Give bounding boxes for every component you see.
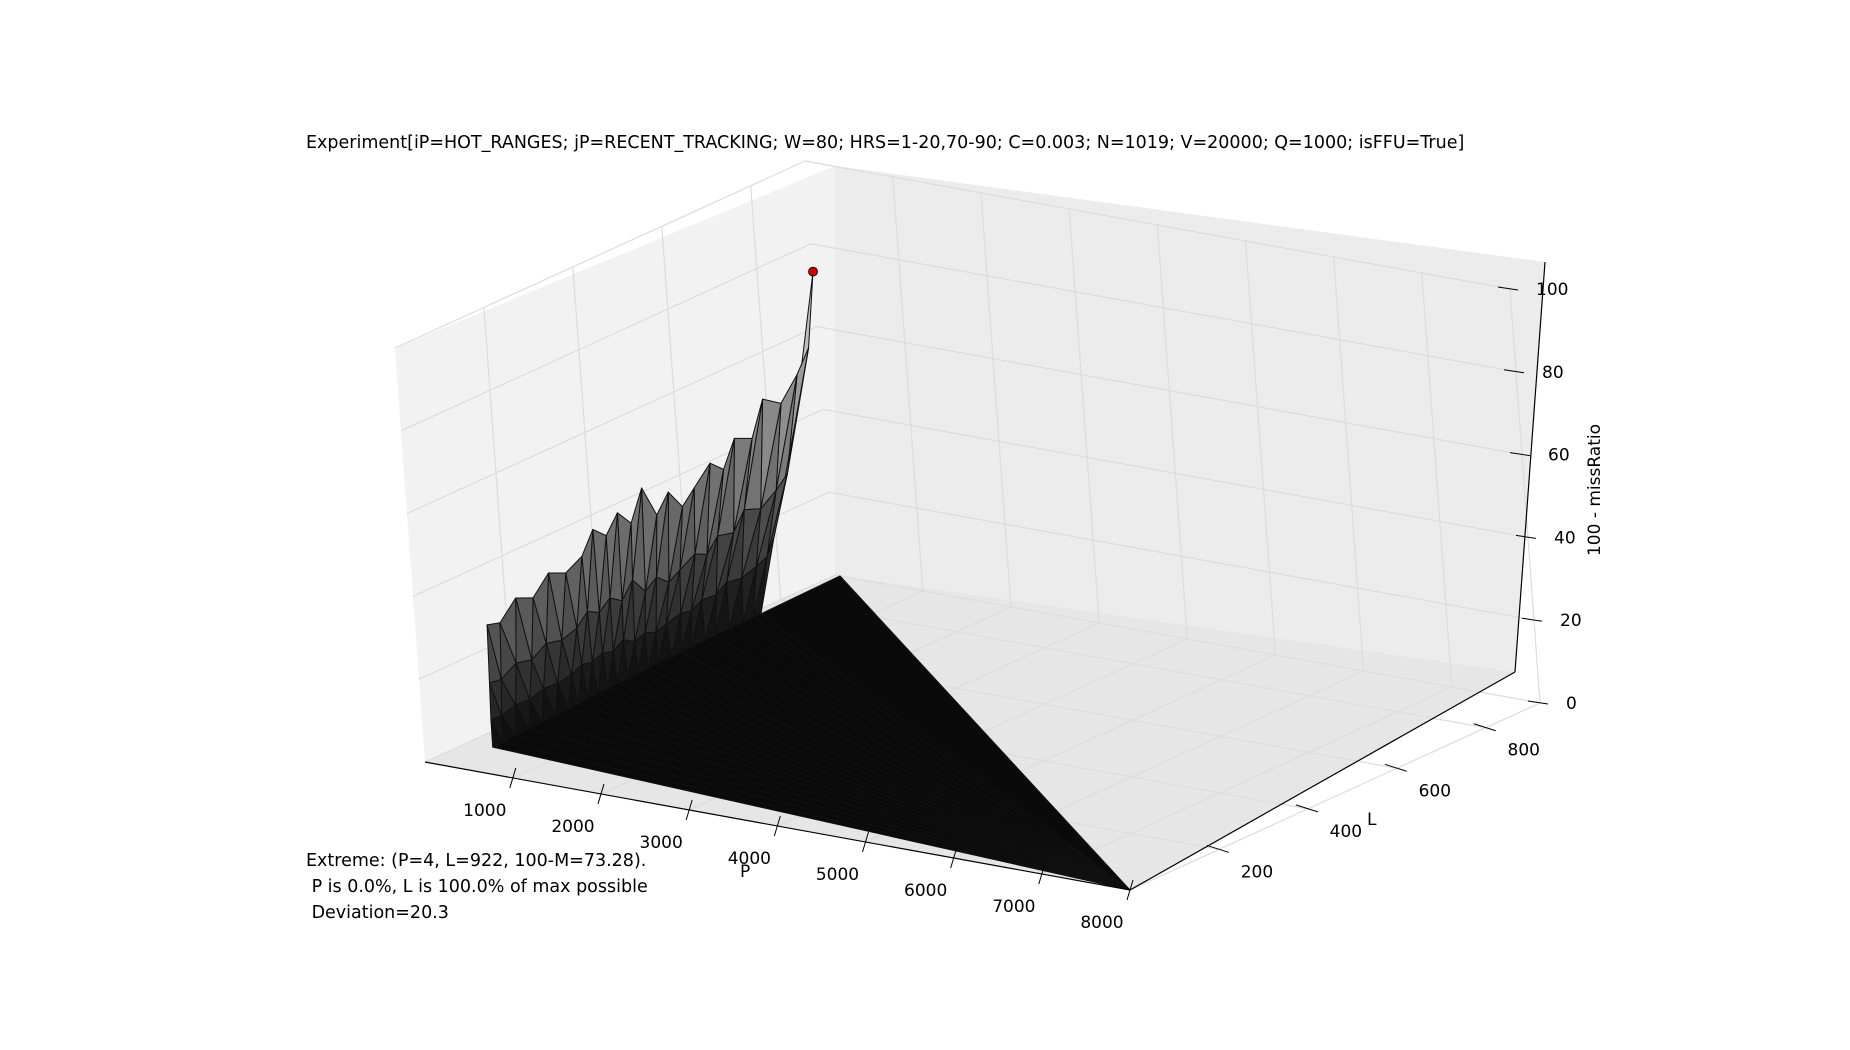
grid-line-back-x bbox=[980, 192, 1012, 607]
grid-line-back-z bbox=[810, 243, 1517, 373]
x-tick-label: 4000 bbox=[728, 849, 771, 869]
x-tick-mark bbox=[509, 767, 517, 789]
z-tick-mark bbox=[1503, 369, 1525, 374]
grid-line-back-z bbox=[804, 160, 1511, 290]
extreme-point-marker bbox=[808, 266, 818, 277]
annotation-line-1: Extreme: (P=4, L=922, 100-M=73.28). bbox=[306, 851, 647, 871]
chart-title: Experiment[iP=HOT_RANGES; jP=RECENT_TRAC… bbox=[306, 133, 1464, 153]
pane-back-right bbox=[835, 166, 1545, 672]
z-tick-mark bbox=[1527, 700, 1549, 705]
z-tick-label: 0 bbox=[1566, 694, 1577, 714]
x-tick-label: 1000 bbox=[463, 801, 506, 821]
grid-line-back-x bbox=[1333, 256, 1365, 672]
z-tick-mark bbox=[1509, 452, 1531, 457]
grid-line-back-x bbox=[1156, 224, 1188, 640]
grid-line-back-z bbox=[822, 408, 1529, 538]
grid-line-back-z bbox=[816, 326, 1523, 456]
surface-facet bbox=[488, 682, 503, 721]
grid-line-back-x bbox=[1068, 208, 1100, 624]
grid-line-back-z bbox=[828, 491, 1535, 621]
x-tick-label: 2000 bbox=[551, 817, 594, 837]
x-tick-mark bbox=[1126, 879, 1134, 901]
y-tick-mark bbox=[1473, 723, 1496, 732]
surface-plot bbox=[486, 271, 1131, 891]
z-tick-label: 40 bbox=[1554, 528, 1576, 548]
grid-line-side-z bbox=[406, 326, 818, 515]
x-tick-mark bbox=[685, 799, 693, 821]
x-tick-mark bbox=[597, 783, 605, 805]
grid-line-back-x bbox=[1244, 240, 1277, 656]
y-tick-mark bbox=[1206, 844, 1230, 853]
x-axis-label: P bbox=[740, 862, 750, 882]
z-tick-mark bbox=[1497, 286, 1519, 291]
y-tick-mark bbox=[1384, 763, 1407, 772]
x-tick-mark bbox=[950, 847, 958, 869]
grid-line-side-z bbox=[400, 243, 812, 432]
y-axis-label: L bbox=[1367, 810, 1377, 830]
grid-line-side-z bbox=[394, 160, 806, 349]
x-tick-mark bbox=[862, 831, 869, 853]
x-tick-label: 6000 bbox=[904, 881, 947, 901]
y-axis-line bbox=[1129, 671, 1516, 891]
annotation-line-2: P is 0.0%, L is 100.0% of max possible bbox=[306, 877, 648, 897]
grid-line-floor-x bbox=[1041, 686, 1453, 875]
x-tick-label: 3000 bbox=[640, 833, 683, 853]
surface-facet bbox=[486, 624, 502, 684]
y-tick-label: 600 bbox=[1419, 781, 1451, 801]
grid-line-back-x bbox=[1421, 272, 1453, 688]
z-tick-label: 20 bbox=[1560, 611, 1582, 631]
z-tick-label: 100 bbox=[1536, 280, 1568, 300]
grid-line-back-x bbox=[892, 176, 924, 591]
grid-line-back-x bbox=[1509, 288, 1541, 704]
grid-line-floor-y bbox=[780, 599, 1486, 729]
z-tick-mark bbox=[1515, 534, 1537, 539]
annotation-line-3: Deviation=20.3 bbox=[306, 903, 449, 923]
x-tick-label: 5000 bbox=[816, 865, 859, 885]
axis-ticks: 1000200030004000500060007000800020040060… bbox=[463, 280, 1581, 933]
y-tick-label: 400 bbox=[1330, 822, 1362, 842]
y-tick-label: 800 bbox=[1508, 741, 1540, 761]
grid-line-floor-x bbox=[1129, 702, 1541, 891]
z-axis-label: 100 - missRatio bbox=[1585, 424, 1605, 556]
surface-facet bbox=[492, 741, 1131, 891]
x-tick-mark bbox=[1038, 863, 1046, 885]
z-tick-mark bbox=[1521, 617, 1543, 622]
grid-line-back-z bbox=[834, 574, 1541, 704]
y-tick-label: 200 bbox=[1241, 862, 1273, 882]
y-tick-mark bbox=[1295, 804, 1319, 813]
x-tick-label: 8000 bbox=[1080, 913, 1123, 933]
z-tick-label: 80 bbox=[1542, 363, 1564, 383]
x-tick-mark bbox=[773, 815, 781, 837]
x-tick-label: 7000 bbox=[992, 897, 1035, 917]
z-tick-label: 60 bbox=[1548, 446, 1570, 466]
z-axis-line bbox=[1514, 261, 1546, 673]
